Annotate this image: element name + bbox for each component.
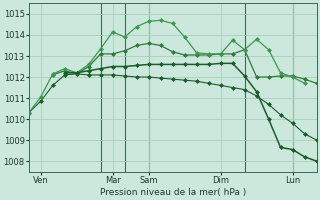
X-axis label: Pression niveau de la mer( hPa ): Pression niveau de la mer( hPa ) (100, 188, 246, 197)
